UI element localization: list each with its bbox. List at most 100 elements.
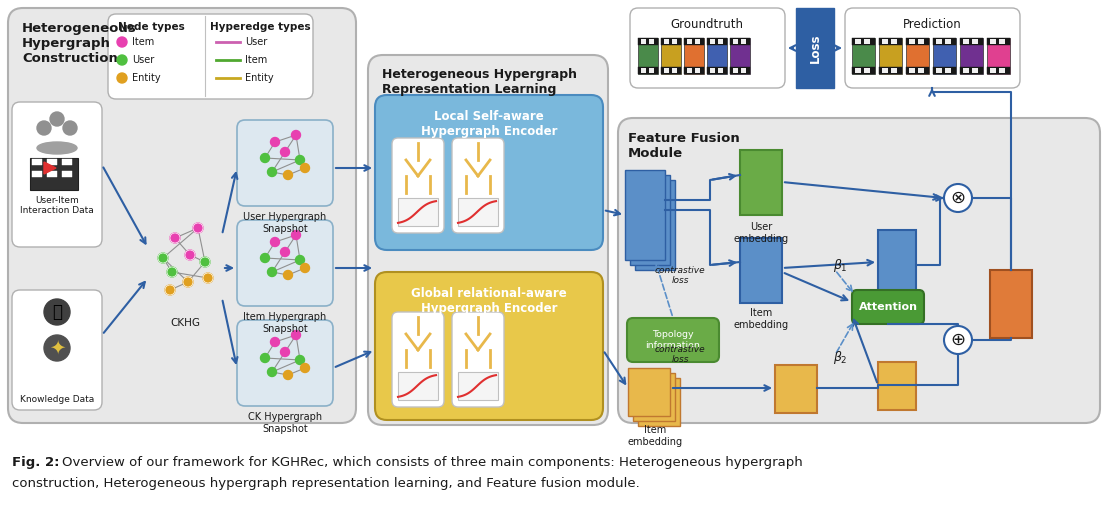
Bar — [878, 362, 915, 410]
Text: Heterogeneous
Hypergraph
Construction: Heterogeneous Hypergraph Construction — [22, 22, 137, 65]
Circle shape — [283, 270, 292, 280]
FancyBboxPatch shape — [392, 312, 444, 407]
Text: Groundtruth: Groundtruth — [671, 18, 743, 31]
Text: Attention: Attention — [859, 302, 918, 312]
Bar — [661, 38, 681, 74]
Circle shape — [44, 335, 70, 361]
Bar — [684, 38, 704, 74]
Circle shape — [50, 112, 64, 126]
FancyBboxPatch shape — [12, 102, 102, 247]
Circle shape — [280, 347, 290, 357]
Bar — [398, 372, 438, 400]
Bar — [684, 38, 704, 45]
Text: contrastive
loss: contrastive loss — [654, 345, 705, 364]
Circle shape — [296, 155, 304, 165]
FancyBboxPatch shape — [368, 55, 608, 425]
Bar — [945, 68, 951, 73]
Text: ✦: ✦ — [49, 338, 66, 358]
Circle shape — [270, 137, 280, 147]
FancyBboxPatch shape — [237, 220, 333, 306]
Bar — [633, 373, 675, 421]
Bar — [707, 67, 727, 74]
Bar — [933, 67, 955, 74]
Bar — [32, 159, 42, 165]
Text: Topology
information: Topology information — [645, 330, 700, 350]
Bar — [47, 171, 57, 177]
Circle shape — [117, 55, 127, 65]
Text: User
embedding: User embedding — [733, 222, 789, 244]
Bar — [852, 67, 875, 74]
Text: Fig. 2:: Fig. 2: — [12, 456, 60, 469]
Text: CK Hypergraph
Snapshot: CK Hypergraph Snapshot — [248, 412, 322, 433]
Bar — [635, 180, 675, 270]
Bar — [960, 38, 983, 45]
Bar — [999, 68, 1005, 73]
Text: Item
embedding: Item embedding — [628, 425, 682, 447]
Bar — [733, 68, 738, 73]
FancyBboxPatch shape — [630, 8, 785, 88]
Circle shape — [270, 337, 280, 347]
Text: Item: Item — [132, 37, 154, 47]
Bar — [795, 8, 834, 88]
Text: CKHG: CKHG — [170, 318, 200, 328]
Circle shape — [944, 326, 972, 354]
Bar — [730, 38, 750, 45]
Bar — [990, 39, 995, 44]
Text: User-Item
Interaction Data: User-Item Interaction Data — [20, 196, 93, 215]
Text: Global relational-aware
Hypergraph Encoder: Global relational-aware Hypergraph Encod… — [411, 287, 567, 315]
Circle shape — [944, 184, 972, 212]
Bar — [852, 38, 875, 45]
Circle shape — [260, 153, 270, 163]
Bar — [641, 68, 645, 73]
Text: User Hypergraph
Snapshot: User Hypergraph Snapshot — [243, 212, 327, 234]
Bar — [741, 39, 745, 44]
Bar — [398, 198, 438, 226]
Bar — [935, 39, 942, 44]
Bar — [933, 38, 955, 45]
Bar — [664, 39, 669, 44]
Bar — [718, 39, 723, 44]
Bar — [740, 238, 782, 303]
Bar — [960, 67, 983, 74]
Bar — [672, 68, 677, 73]
FancyBboxPatch shape — [237, 120, 333, 206]
Bar — [458, 372, 498, 400]
Bar — [62, 159, 72, 165]
Circle shape — [300, 164, 310, 172]
Circle shape — [268, 168, 277, 176]
Text: Prediction: Prediction — [902, 18, 961, 31]
Bar — [47, 159, 57, 165]
Circle shape — [268, 267, 277, 277]
Bar — [32, 171, 42, 177]
FancyBboxPatch shape — [852, 290, 924, 324]
Bar — [987, 67, 1010, 74]
Text: 🔍: 🔍 — [52, 303, 62, 321]
Ellipse shape — [37, 142, 77, 154]
Bar — [918, 68, 924, 73]
Bar — [918, 39, 924, 44]
Circle shape — [283, 170, 292, 180]
Bar — [879, 38, 902, 45]
Bar — [687, 68, 692, 73]
Bar — [707, 38, 727, 45]
Bar — [963, 68, 969, 73]
Bar — [625, 170, 665, 260]
FancyBboxPatch shape — [618, 118, 1100, 423]
Bar — [740, 150, 782, 215]
Bar — [879, 38, 902, 74]
Text: Item Hypergraph
Snapshot: Item Hypergraph Snapshot — [243, 312, 327, 334]
Circle shape — [296, 255, 304, 265]
Circle shape — [300, 363, 310, 373]
FancyBboxPatch shape — [452, 138, 504, 233]
Bar — [909, 68, 915, 73]
Bar — [687, 39, 692, 44]
Bar — [664, 68, 669, 73]
Bar — [905, 38, 929, 74]
FancyBboxPatch shape — [452, 312, 504, 407]
Circle shape — [37, 121, 51, 135]
Circle shape — [166, 285, 176, 295]
Bar — [891, 68, 897, 73]
Circle shape — [291, 231, 300, 239]
Text: construction, Heterogeneous hypergraph representation learning, and Feature fusi: construction, Heterogeneous hypergraph r… — [12, 477, 640, 490]
Circle shape — [203, 273, 213, 283]
